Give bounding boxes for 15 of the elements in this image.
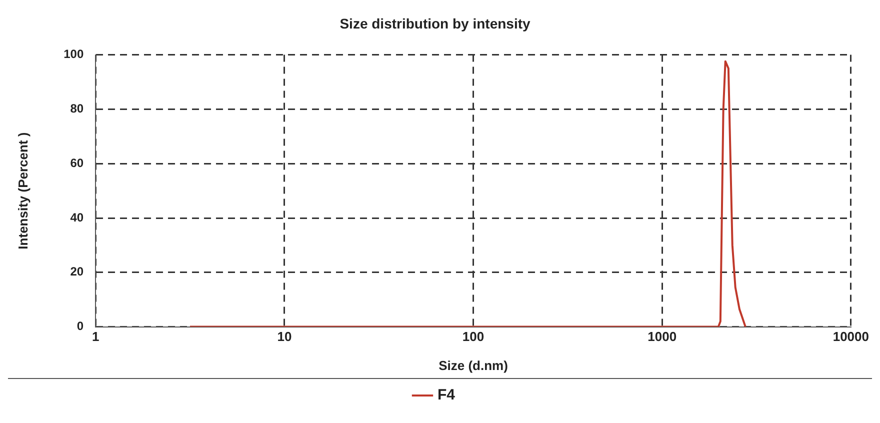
y-tick-label: 60 bbox=[70, 156, 84, 170]
legend-label: F4 bbox=[438, 386, 456, 404]
x-axis-title: Size (d.nm) bbox=[438, 358, 508, 373]
x-tick-label: 100 bbox=[462, 329, 484, 344]
x-tick-label: 10000 bbox=[832, 329, 870, 344]
y-tick-label: 20 bbox=[70, 264, 84, 279]
x-tick-label: 10 bbox=[277, 329, 292, 344]
chart-title: Size distribution by intensity bbox=[340, 15, 530, 32]
x-tick-label: 1000 bbox=[648, 329, 677, 344]
y-tick-label: 80 bbox=[70, 102, 84, 116]
y-tick-label: 0 bbox=[76, 319, 84, 334]
y-tick-label: 40 bbox=[70, 210, 84, 224]
y-axis-title: Intensity (Percent ) bbox=[15, 132, 30, 250]
y-tick-label: 100 bbox=[64, 47, 84, 62]
x-tick-label: 1 bbox=[92, 329, 100, 344]
